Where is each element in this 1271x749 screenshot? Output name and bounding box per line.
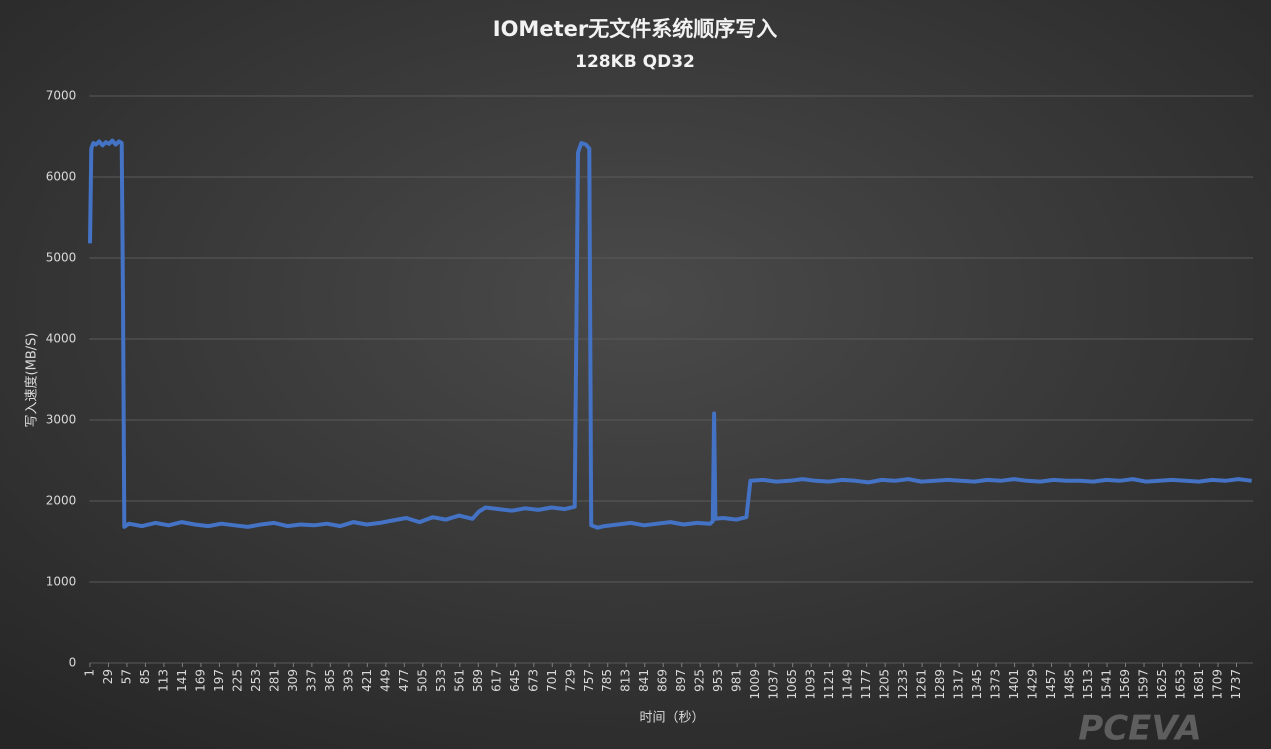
x-tick-label: 1317 — [952, 669, 966, 700]
x-tick-label: 841 — [637, 669, 651, 692]
x-tick-label: 1737 — [1229, 669, 1243, 700]
x-tick-label: 729 — [563, 669, 577, 692]
x-tick-label: 421 — [360, 669, 374, 692]
x-tick-label: 1513 — [1081, 669, 1095, 700]
x-tick-label: 57 — [119, 669, 133, 684]
x-tick-label: 85 — [138, 669, 152, 684]
chart-title: IOMeter无文件系统顺序写入 — [493, 17, 777, 41]
x-tick-label: 673 — [526, 669, 540, 692]
x-tick-label: 477 — [397, 669, 411, 692]
x-tick-label: 197 — [212, 669, 226, 692]
y-axis-label: 写入速度(MB/S) — [24, 333, 40, 428]
x-tick-label: 1429 — [1026, 669, 1040, 700]
x-tick-label: 29 — [101, 669, 115, 684]
y-tick-label: 3000 — [46, 413, 77, 427]
x-tick-label: 533 — [434, 669, 448, 692]
x-tick-label: 1037 — [767, 669, 781, 700]
x-tick-label: 1625 — [1155, 669, 1169, 700]
x-tick-label: 1009 — [748, 669, 762, 700]
x-tick-label: 1121 — [822, 669, 836, 700]
x-tick-label: 1681 — [1192, 669, 1206, 700]
x-tick-label: 1569 — [1118, 669, 1132, 700]
x-tick-label: 1373 — [989, 669, 1003, 700]
x-tick-label: 281 — [267, 669, 281, 692]
x-tick-label: 1177 — [859, 669, 873, 700]
x-tick-label: 1233 — [896, 669, 910, 700]
x-tick-label: 113 — [156, 669, 170, 692]
x-tick-label: 757 — [582, 669, 596, 692]
chart-subtitle: 128KB QD32 — [575, 52, 695, 72]
x-tick-label: 589 — [471, 669, 485, 692]
x-tick-label: 1 — [82, 669, 96, 677]
x-tick-label: 1457 — [1044, 669, 1058, 700]
x-tick-label: 505 — [415, 669, 429, 692]
x-tick-label: 561 — [452, 669, 466, 692]
x-tick-label: 1289 — [933, 669, 947, 700]
x-tick-label: 1149 — [841, 669, 855, 700]
x-tick-label: 813 — [619, 669, 633, 692]
x-tick-label: 1401 — [1007, 669, 1021, 700]
x-tick-label: 617 — [489, 669, 503, 692]
y-tick-label: 1000 — [46, 575, 77, 589]
x-tick-label: 869 — [656, 669, 670, 692]
x-tick-label: 309 — [286, 669, 300, 692]
x-tick-label: 645 — [508, 669, 522, 692]
x-tick-label: 953 — [711, 669, 725, 692]
x-tick-label: 225 — [230, 669, 244, 692]
x-tick-label: 141 — [175, 669, 189, 692]
y-tick-label: 2000 — [46, 494, 77, 508]
y-tick-label: 0 — [69, 656, 77, 670]
x-tick-label: 1261 — [915, 669, 929, 700]
x-tick-label: 1653 — [1174, 669, 1188, 700]
x-axis-label: 时间（秒） — [639, 711, 704, 726]
x-tick-label: 365 — [323, 669, 337, 692]
x-tick-label: 925 — [693, 669, 707, 692]
x-tick-label: 393 — [341, 669, 355, 692]
data-line — [88, 138, 1252, 530]
x-tick-label: 337 — [304, 669, 318, 692]
x-tick-label: 785 — [600, 669, 614, 692]
x-tick-label: 1597 — [1137, 669, 1151, 700]
x-tick-label: 981 — [730, 669, 744, 692]
x-tick-label: 1541 — [1100, 669, 1114, 700]
x-tick-label: 1205 — [878, 669, 892, 700]
x-tick-label: 1093 — [804, 669, 818, 700]
x-tick-label: 897 — [674, 669, 688, 692]
x-tick-label: 449 — [378, 669, 392, 692]
y-tick-label: 4000 — [46, 332, 77, 346]
x-tick-label: 169 — [193, 669, 207, 692]
watermark: PCEVA — [1078, 709, 1201, 749]
y-tick-label: 5000 — [46, 251, 77, 265]
y-tick-label: 7000 — [46, 89, 77, 103]
x-tick-label: 1345 — [970, 669, 984, 700]
x-tick-label: 253 — [249, 669, 263, 692]
y-tick-label: 6000 — [46, 170, 77, 184]
x-tick-label: 1485 — [1063, 669, 1077, 700]
x-tick-label: 701 — [545, 669, 559, 692]
x-tick-label: 1709 — [1210, 669, 1224, 700]
x-tick-label: 1065 — [785, 669, 799, 700]
